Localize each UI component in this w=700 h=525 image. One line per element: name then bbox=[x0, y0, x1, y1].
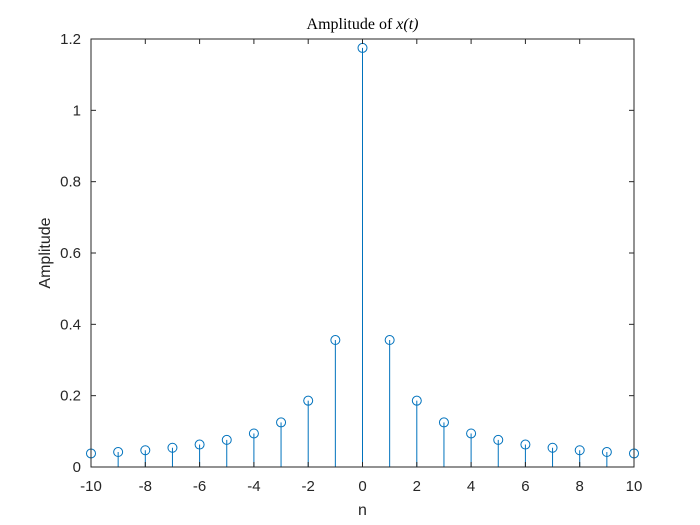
x-tick-label: 2 bbox=[413, 478, 421, 495]
stem-marker bbox=[248, 428, 259, 439]
y-tick-label: 0.6 bbox=[60, 245, 81, 262]
chart-title-math: x(t) bbox=[395, 16, 418, 33]
stem-marker bbox=[574, 445, 585, 456]
stem-marker bbox=[221, 434, 232, 445]
stem-marker bbox=[411, 395, 422, 406]
stem-marker bbox=[466, 428, 477, 439]
chart-title: Amplitude of x(t) bbox=[307, 16, 419, 33]
stem-marker bbox=[493, 434, 504, 445]
y-tick-label: 0.4 bbox=[60, 316, 81, 333]
stem-series bbox=[86, 42, 639, 467]
stem-marker bbox=[167, 442, 178, 453]
y-tick-label: 0 bbox=[73, 459, 81, 476]
x-tick-label: -10 bbox=[80, 478, 102, 495]
x-tick-label: 0 bbox=[358, 478, 366, 495]
y-axis-ticks: 0 0.2 0.4 0.6 0.8 1 1.2 bbox=[60, 31, 634, 476]
stem-marker bbox=[601, 447, 612, 458]
x-tick-label: -2 bbox=[302, 478, 315, 495]
stem-marker bbox=[140, 445, 151, 456]
x-tick-label: 6 bbox=[521, 478, 529, 495]
x-tick-label: 4 bbox=[467, 478, 475, 495]
x-axis-label: n bbox=[358, 502, 367, 519]
x-axis-ticks: -10 -8 -6 -4 -2 0 2 4 6 8 10 bbox=[80, 39, 642, 495]
stem-marker bbox=[276, 417, 287, 428]
y-tick-label: 1.2 bbox=[60, 31, 81, 48]
y-axis-label: Amplitude bbox=[37, 217, 54, 288]
y-tick-label: 0.8 bbox=[60, 174, 81, 191]
x-tick-label: 8 bbox=[576, 478, 584, 495]
y-tick-label: 0.2 bbox=[60, 388, 81, 405]
stem-marker bbox=[384, 335, 395, 346]
x-tick-label: -6 bbox=[193, 478, 206, 495]
x-tick-label: -8 bbox=[139, 478, 152, 495]
x-tick-label: -4 bbox=[247, 478, 260, 495]
y-tick-label: 1 bbox=[73, 102, 81, 119]
stem-marker bbox=[194, 439, 205, 450]
stem-marker bbox=[113, 447, 124, 458]
stem-marker bbox=[520, 439, 531, 450]
chart-title-prefix: Amplitude of bbox=[307, 16, 397, 33]
stem-marker bbox=[303, 395, 314, 406]
x-tick-label: 10 bbox=[626, 478, 643, 495]
stem-marker bbox=[547, 442, 558, 453]
stem-marker bbox=[438, 417, 449, 428]
stem-marker bbox=[330, 335, 341, 346]
